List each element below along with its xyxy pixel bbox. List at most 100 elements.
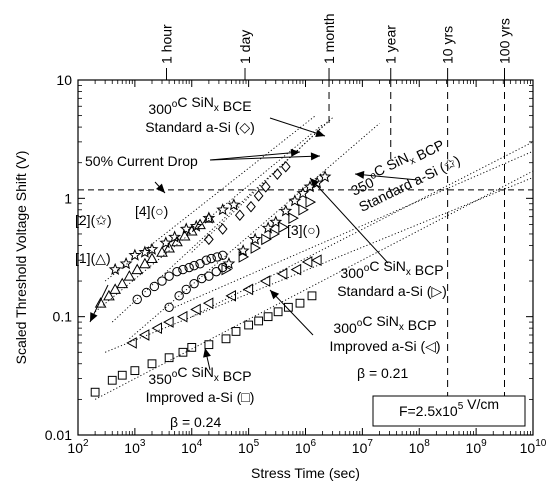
data-point-circle bbox=[164, 271, 174, 281]
axis-ticks-layer: 102 103 104 105 106 107 108 109 1010 0.01 0.1 1 10 bbox=[45, 72, 547, 456]
series-300-improved bbox=[126, 254, 322, 349]
data-point-circle bbox=[204, 271, 214, 281]
beta-label-021: β = 0.21 bbox=[357, 365, 408, 381]
data-point-circle bbox=[206, 253, 216, 264]
data-point-square bbox=[107, 375, 117, 385]
data-point-triangle-up bbox=[131, 263, 144, 275]
field-value: F=2.5x105 V/cm bbox=[399, 396, 499, 419]
y-tick-label: 10 bbox=[56, 72, 72, 88]
x-axis-label: Stress Time (sec) bbox=[251, 465, 360, 481]
data-point-diamond bbox=[204, 233, 214, 246]
time-marker-layer: 1 hour 1 day 1 month 1 year 10 yrs 100 yrs bbox=[159, 13, 512, 426]
fit-line-BCE bbox=[191, 120, 329, 253]
data-point-diamond bbox=[272, 168, 283, 180]
annotation-line1: 300oC SiNx BCP bbox=[333, 313, 436, 336]
data-point-diamond bbox=[234, 209, 245, 221]
data-point-triangle-up bbox=[171, 235, 183, 247]
fit-line-300-standard bbox=[174, 150, 534, 308]
annotation-arrowhead bbox=[310, 152, 320, 161]
data-point-triangle-left bbox=[301, 256, 313, 268]
fit-line-4 bbox=[111, 117, 333, 323]
annotation-arrow bbox=[209, 155, 321, 161]
series-BCE bbox=[204, 160, 291, 246]
data-point-triangle-right bbox=[221, 263, 233, 276]
data-point-star bbox=[189, 219, 203, 232]
annotation-i350: 350oC SiNx BCP Improved a-Si (□) bbox=[146, 364, 255, 405]
data-points-layer bbox=[90, 160, 332, 397]
data-point-circle bbox=[178, 264, 188, 275]
data-point-star bbox=[145, 242, 159, 255]
annotation-line2: Improved a-Si (□) bbox=[146, 389, 255, 405]
data-point-triangle-left bbox=[276, 268, 288, 280]
data-point-triangle-right bbox=[269, 228, 281, 240]
data-point-circle bbox=[132, 294, 142, 305]
x-tick-label-4: 104 bbox=[181, 438, 203, 456]
data-point-square bbox=[273, 307, 283, 317]
time-marker-label-100-yrs: 100 yrs bbox=[496, 18, 512, 64]
data-point-circle bbox=[141, 287, 152, 298]
data-point-diamond bbox=[253, 190, 264, 202]
data-point-circle bbox=[149, 281, 160, 292]
data-point-triangle-left bbox=[126, 337, 137, 349]
data-point-star bbox=[261, 221, 275, 234]
data-point-triangle-left bbox=[190, 303, 201, 316]
data-point-triangle-right bbox=[250, 242, 262, 254]
fit-line-3 bbox=[129, 123, 380, 340]
data-point-square bbox=[307, 291, 317, 301]
data-point-triangle-up bbox=[139, 257, 151, 269]
annotation-arrowhead bbox=[155, 183, 165, 193]
annotation-arrowhead bbox=[270, 290, 280, 300]
annotation-arrowhead bbox=[355, 170, 365, 179]
time-marker-label-1-month: 1 month bbox=[321, 13, 337, 64]
data-point-star bbox=[202, 211, 216, 224]
data-point-circle bbox=[172, 266, 182, 277]
data-point-triangle-left bbox=[176, 310, 188, 323]
ref-label-1: [1](△) bbox=[75, 250, 111, 266]
data-point-star bbox=[279, 204, 293, 217]
ref-label-4: [4](○) bbox=[135, 203, 168, 219]
annotation-arrow bbox=[209, 151, 301, 161]
data-point-circle bbox=[184, 262, 194, 273]
data-point-triangle-right bbox=[288, 212, 299, 225]
data-point-circle bbox=[189, 260, 199, 271]
data-point-triangle-up bbox=[178, 230, 191, 241]
data-point-triangle-right bbox=[261, 233, 272, 246]
data-point-triangle-right bbox=[305, 196, 317, 208]
data-point-triangle-left bbox=[290, 263, 302, 276]
data-point-triangle-left bbox=[311, 254, 322, 267]
data-point-square bbox=[90, 387, 100, 397]
annotation-line2: Standard a-Si (▷) bbox=[337, 283, 447, 299]
annotation-arrow bbox=[354, 173, 419, 181]
data-point-triangle-right bbox=[298, 203, 309, 216]
data-point-triangle-up bbox=[103, 289, 115, 301]
data-point-triangle-up bbox=[109, 283, 122, 294]
x-tick-label-10: 1010 bbox=[520, 438, 547, 456]
data-point-triangle-left bbox=[242, 283, 254, 296]
data-point-circle bbox=[201, 255, 211, 265]
data-point-star bbox=[168, 230, 182, 243]
data-point-square bbox=[244, 320, 254, 330]
annotation-arrowhead bbox=[90, 312, 98, 322]
data-point-star bbox=[269, 215, 283, 228]
series-3 bbox=[164, 262, 228, 312]
annotation-arrow bbox=[269, 289, 314, 336]
data-point-square bbox=[178, 347, 188, 357]
data-point-circle bbox=[181, 284, 191, 295]
data-point-star bbox=[179, 222, 193, 235]
data-point-circle bbox=[164, 302, 174, 312]
current-drop-label: 50% Current Drop bbox=[85, 153, 198, 169]
data-point-circle bbox=[174, 291, 184, 301]
data-point-triangle-up bbox=[203, 212, 215, 223]
ref-label-3: [3](○) bbox=[287, 222, 320, 238]
data-point-square bbox=[130, 366, 140, 376]
data-point-triangle-right bbox=[238, 251, 250, 263]
annotation-arrowhead bbox=[310, 178, 320, 188]
data-point-triangle-left bbox=[151, 322, 163, 334]
data-point-star bbox=[138, 245, 152, 258]
data-point-square bbox=[204, 340, 214, 350]
data-point-circle bbox=[197, 273, 207, 284]
data-point-star bbox=[227, 198, 241, 211]
time-marker-label-1-year: 1 year bbox=[383, 25, 399, 64]
y-axis-label: Scaled Threshold Voltage Shift (V) bbox=[13, 151, 29, 365]
data-point-triangle-right bbox=[278, 221, 289, 234]
